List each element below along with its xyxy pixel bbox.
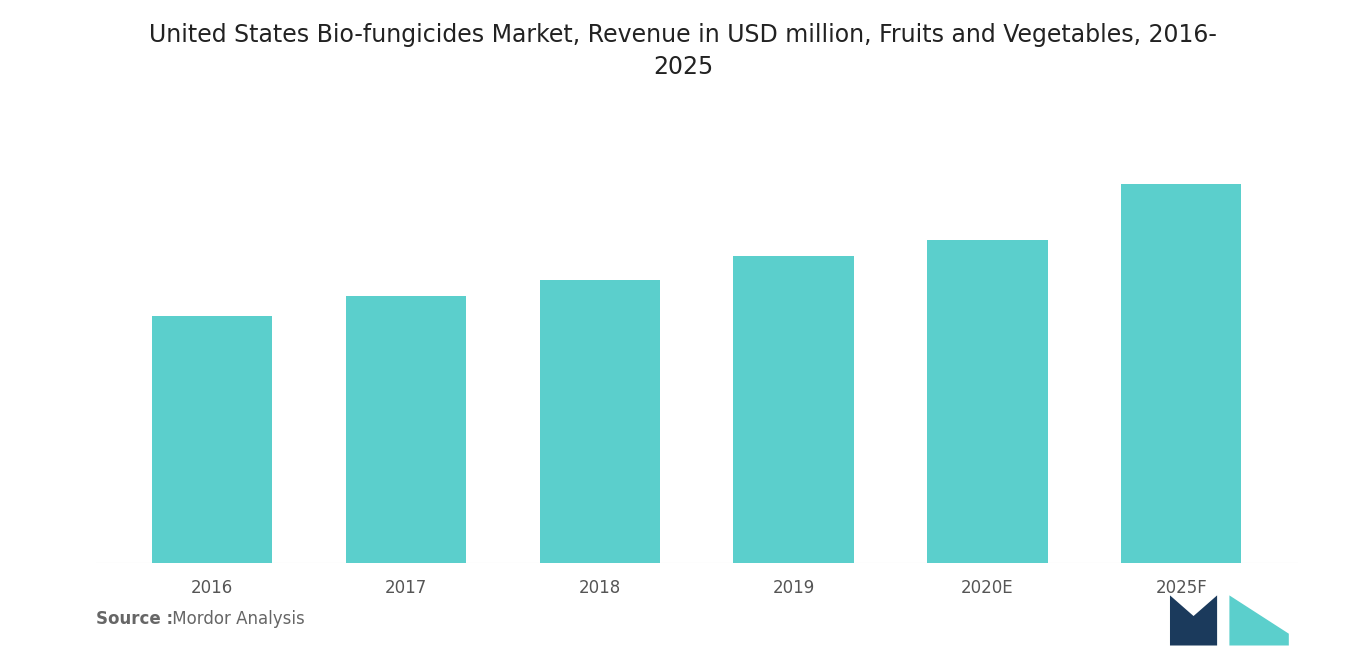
Bar bbox=[346, 296, 466, 563]
Bar bbox=[928, 240, 1048, 563]
Bar bbox=[734, 256, 854, 563]
Bar bbox=[540, 280, 660, 563]
Text: United States Bio-fungicides Market, Revenue in USD million, Fruits and Vegetabl: United States Bio-fungicides Market, Rev… bbox=[149, 23, 1217, 79]
Bar bbox=[1121, 184, 1242, 563]
Text: Source :: Source : bbox=[96, 610, 172, 628]
Text: Mordor Analysis: Mordor Analysis bbox=[167, 610, 305, 628]
Bar bbox=[152, 316, 272, 563]
